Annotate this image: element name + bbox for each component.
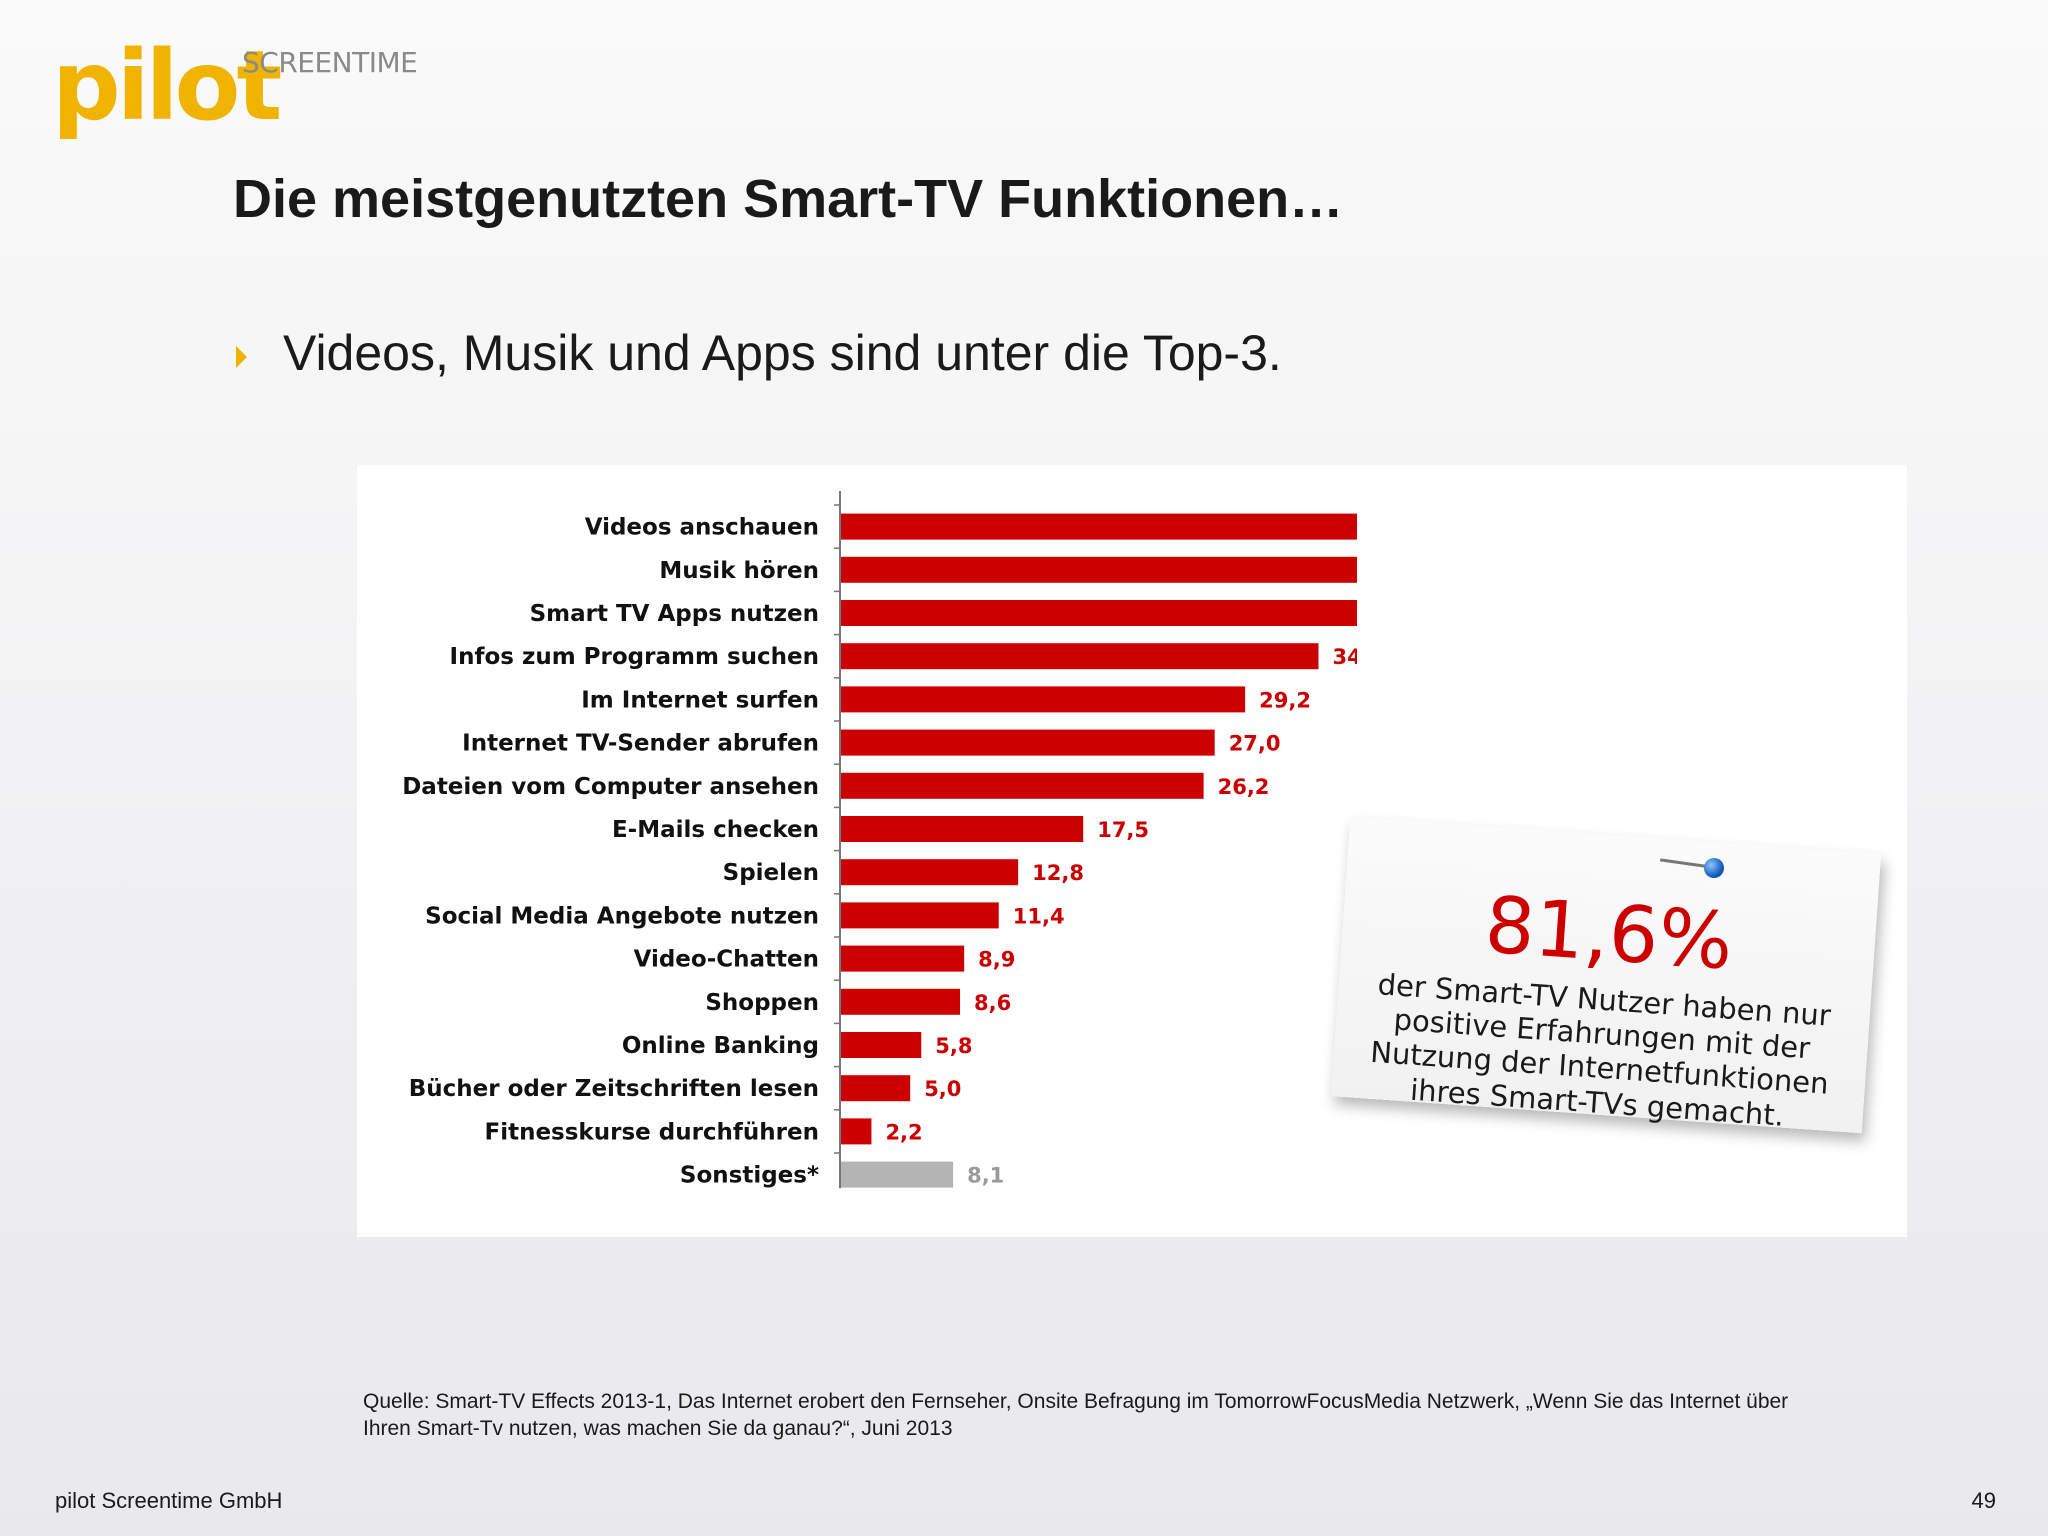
- value-label: 26,2: [1218, 775, 1270, 799]
- category-label: Spielen: [723, 860, 819, 886]
- bar: [841, 686, 1246, 713]
- bar: [841, 600, 1357, 626]
- bar: [841, 772, 1204, 799]
- bar: [841, 859, 1019, 886]
- value-label: 12,8: [1032, 861, 1084, 885]
- bar-chart: Videos anschauen52,6Musik hören38,2Smart…: [402, 491, 1357, 1189]
- category-label: Dateien vom Computer ansehen: [402, 774, 819, 800]
- category-label: Im Internet surfen: [581, 687, 819, 713]
- logo-tagline: SCREENTIME: [242, 46, 418, 79]
- bar: [841, 729, 1215, 756]
- category-label: Musik hören: [659, 558, 819, 584]
- value-label: 29,2: [1259, 688, 1311, 712]
- bar: [841, 816, 1084, 842]
- bar: [841, 1075, 911, 1102]
- category-label: Online Banking: [622, 1033, 819, 1059]
- bar: [841, 902, 999, 929]
- category-label: Sonstiges*: [680, 1163, 819, 1189]
- bar: [841, 556, 1357, 583]
- bar: [841, 945, 965, 972]
- category-label: Video-Chatten: [634, 947, 819, 973]
- source-note: Quelle: Smart-TV Effects 2013-1, Das Int…: [363, 1390, 1789, 1440]
- page-number: 49: [1971, 1488, 1996, 1513]
- category-label: Videos anschauen: [585, 515, 819, 541]
- category-label: Bücher oder Zeitschriften lesen: [409, 1076, 819, 1102]
- value-label: 2,2: [885, 1120, 922, 1144]
- category-label: Internet TV-Sender abrufen: [462, 731, 819, 757]
- category-label: Shoppen: [705, 990, 819, 1016]
- value-label: 8,1: [967, 1164, 1004, 1188]
- bar: [841, 1161, 954, 1188]
- pushpin-icon: [1704, 858, 1724, 878]
- value-label: 34,5: [1332, 645, 1357, 669]
- category-label: Smart TV Apps nutzen: [530, 601, 819, 627]
- value-label: 8,6: [974, 991, 1011, 1015]
- logo-wordmark: pilot: [52, 30, 282, 142]
- value-label: 5,0: [924, 1077, 961, 1101]
- value-label: 8,9: [978, 948, 1015, 972]
- bullet-text: Videos, Musik und Apps sind unter die To…: [283, 325, 1282, 381]
- slide-title: Die meistgenutzten Smart-TV Funktionen…: [233, 169, 1344, 229]
- category-label: Social Media Angebote nutzen: [425, 903, 819, 929]
- pilot-logo: pilot SCREENTIME: [52, 30, 418, 148]
- footer-company: pilot Screentime GmbH: [55, 1488, 283, 1513]
- value-label: 17,5: [1097, 818, 1149, 842]
- value-label: 11,4: [1013, 904, 1065, 928]
- category-label: E-Mails checken: [612, 817, 819, 843]
- category-label: Fitnesskurse durchführen: [484, 1119, 819, 1145]
- bar: [841, 988, 961, 1015]
- value-label: 27,0: [1229, 732, 1281, 756]
- bar: [841, 1032, 922, 1058]
- category-label: Infos zum Programm suchen: [450, 644, 819, 670]
- bar: [841, 513, 1357, 540]
- sticky-note: 81,6% der Smart-TV Nutzer haben nur posi…: [1330, 816, 1882, 1134]
- bar: [841, 1118, 872, 1145]
- value-label: 5,8: [935, 1034, 972, 1058]
- bullet-arrow-icon: [236, 346, 247, 368]
- bar: [841, 643, 1319, 670]
